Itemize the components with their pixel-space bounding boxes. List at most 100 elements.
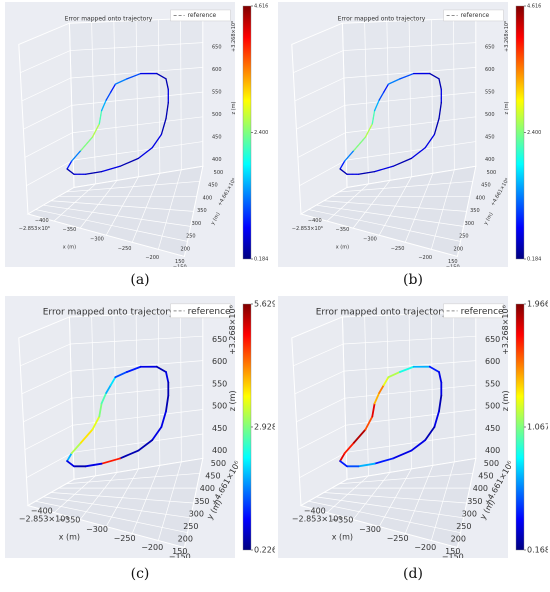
y-tick-label: 500 [484, 459, 499, 468]
y-axis-label: y (m) [483, 211, 495, 226]
floor-pane [299, 165, 477, 258]
trajectory-segment [357, 462, 376, 468]
trajectory-segment [438, 78, 442, 91]
grid-line [297, 424, 346, 451]
x-tick-label: −300 [363, 237, 377, 243]
trajectory-segment [66, 452, 73, 462]
trajectory-segment [100, 99, 107, 112]
trajectory-segment [105, 384, 112, 394]
trajectory-segment [410, 147, 426, 160]
trajectory-segment [399, 72, 415, 80]
y-tick-label: 500 [211, 459, 226, 468]
grid-line [346, 141, 476, 161]
y-tick-label: 450 [205, 472, 220, 481]
x-tick-label: −300 [90, 237, 104, 243]
trajectory-segment [98, 110, 103, 125]
z-tick-label: 550 [485, 89, 495, 95]
z-axis-offset: +3.268×10⁶ [231, 21, 237, 52]
trajectory-segment [91, 123, 100, 138]
x-tick-label: −350 [58, 516, 80, 525]
colorbar-tick-label: 0.184 [254, 257, 268, 263]
z-tick-label: 450 [485, 134, 495, 140]
chart-panel: Error mapped onto trajectory reference 400… [5, 2, 275, 270]
colorbar [515, 5, 525, 260]
trajectory-segment [378, 384, 385, 394]
y-axis-label: y (m) [210, 211, 222, 226]
colorbar-tick-label: 2.928 [254, 423, 275, 432]
z-axis-offset: +3.268×10⁶ [501, 305, 510, 355]
trajectory-segment [84, 170, 103, 175]
x-tick-label: −400 [308, 218, 322, 224]
z-tick-label: 400 [485, 157, 495, 163]
trajectory-segment [344, 149, 355, 162]
trajectory-segment [433, 410, 440, 428]
x-axis-label: x (m) [59, 533, 80, 542]
subfigure-caption: (d) [403, 566, 423, 582]
trajectory-segment [165, 78, 169, 91]
y-tick-label: 450 [478, 472, 493, 481]
colorbar-tick-label: 0.168 [527, 546, 548, 555]
x-tick-label: −400 [35, 218, 49, 224]
trajectory-segment [100, 392, 108, 405]
z-tick-label: 500 [485, 402, 500, 411]
y-tick-label: 250 [456, 522, 471, 531]
trajectory-segment [98, 402, 103, 418]
legend: reference [443, 303, 504, 319]
colorbar-tick-label: 1.966 [527, 300, 548, 309]
x-tick-label: −350 [63, 227, 77, 233]
z-tick-label: 450 [212, 424, 227, 433]
chart-panel: Error mapped onto trajectory reference 400… [278, 296, 550, 561]
y-tick-label: 350 [470, 208, 480, 214]
x-axis-label: x (m) [332, 533, 353, 542]
legend-box [170, 9, 231, 22]
x-tick-label: −250 [387, 534, 409, 543]
z-tick-label: 650 [212, 335, 227, 344]
z-tick-label: 550 [212, 379, 227, 388]
x-tick-label: −150 [169, 552, 191, 558]
x-tick-label: −200 [418, 255, 432, 261]
z-tick-label: 600 [212, 357, 227, 366]
x-tick-label: −300 [86, 525, 108, 534]
trajectory-segment [84, 462, 103, 468]
z-axis-label: z (m) [228, 390, 237, 411]
y-tick-label: 350 [194, 497, 209, 506]
axes-3d [18, 17, 204, 258]
trajectory-segment [399, 365, 415, 373]
trajectory-segment [438, 371, 443, 384]
z-tick-label: 400 [212, 446, 227, 455]
z-tick-label: 550 [485, 379, 500, 388]
grid-line [296, 397, 345, 423]
x-tick-label: −250 [118, 246, 132, 252]
trajectory-segment [373, 165, 394, 173]
z-tick-label: 500 [212, 112, 222, 118]
trajectory-segment [91, 415, 101, 431]
trajectory-segment [151, 426, 163, 442]
colorbar-tick-label: 2.400 [254, 130, 268, 136]
trajectory-plot: Error mapped onto trajectory reference 400… [5, 296, 277, 561]
grid-line [73, 141, 203, 161]
x-axis-label: x (m) [336, 244, 349, 250]
axes-3d [291, 17, 477, 258]
subfigure-caption: (c) [130, 566, 150, 582]
grid-line [294, 77, 345, 102]
z-tick-label: 600 [485, 357, 500, 366]
z-axis-offset: +3.268×10⁶ [228, 305, 237, 355]
y-tick-label: 300 [465, 221, 475, 227]
y-tick-label: 300 [192, 221, 202, 227]
y-tick-label: 350 [467, 497, 482, 506]
trajectory-segment [364, 415, 374, 431]
colorbar-tick-label: 4.616 [527, 4, 541, 10]
trajectory-segment [66, 168, 75, 175]
y-tick-label: 200 [451, 534, 466, 543]
x-tick-label: −350 [331, 516, 353, 525]
trajectory-segment [387, 78, 401, 85]
trajectory-segment [165, 394, 170, 413]
chart-title: Error mapped onto trajectory [43, 307, 175, 317]
z-axis-label: z (m) [501, 390, 510, 411]
trajectory-segment [392, 157, 413, 167]
colorbar-tick-label: 5.629 [254, 300, 275, 309]
trajectory-segment [438, 394, 443, 413]
trajectory-segment [160, 117, 167, 136]
trajectory-segment [70, 441, 82, 455]
y-tick-label: 500 [487, 170, 497, 176]
